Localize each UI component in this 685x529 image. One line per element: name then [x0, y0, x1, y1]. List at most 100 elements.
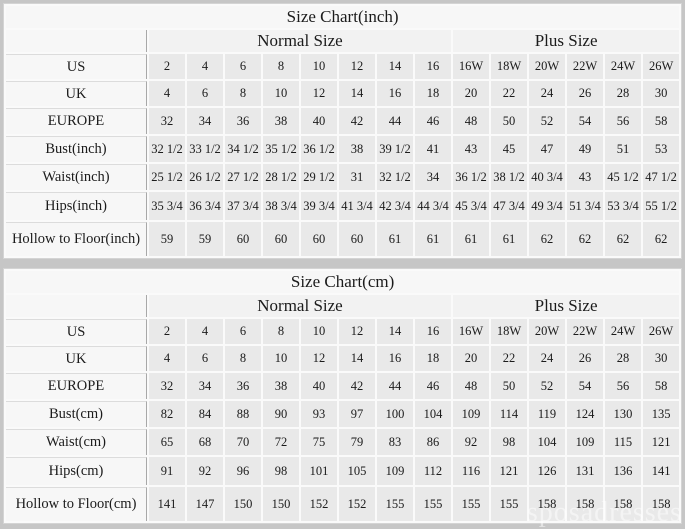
size-value-cell: 152 [301, 487, 337, 521]
size-value-cell: 12 [339, 319, 375, 344]
size-value-cell: 45 [491, 136, 527, 162]
size-value-cell: 150 [263, 487, 299, 521]
size-value-cell: 109 [453, 401, 489, 427]
size-value-cell: 30 [643, 81, 680, 106]
size-value-cell: 18 [415, 346, 451, 371]
size-value-cell: 136 [605, 457, 641, 485]
size-value-cell: 98 [263, 457, 299, 485]
size-value-cell: 42 [339, 373, 375, 399]
size-value-cell: 141 [643, 457, 680, 485]
size-value-cell: 22 [491, 346, 527, 371]
column-group-row: Normal Size Plus Size [6, 295, 680, 317]
size-value-cell: 54 [567, 373, 603, 399]
size-value-cell: 30 [643, 346, 680, 371]
size-value-cell: 38 [263, 108, 299, 134]
table-row: EUROPE 32 34 36 38 40 42 44 46 48 50 52 54 56 58 [6, 108, 680, 134]
size-value-cell: 47 1/2 [643, 164, 680, 190]
size-value-cell: 96 [225, 457, 261, 485]
size-value-cell: 70 [225, 429, 261, 455]
size-value-cell: 10 [301, 54, 337, 79]
size-value-cell: 36 1/2 [453, 164, 489, 190]
size-value-cell: 126 [529, 457, 565, 485]
size-value-cell: 35 3/4 [149, 192, 185, 220]
size-chart-cm-body: US 2 4 6 8 10 12 14 16 16W 18W 20W 22W 24W 26W UK 4 6 8 10 1… [6, 319, 680, 521]
size-value-cell: 48 [453, 108, 489, 134]
size-value-cell: 26 [567, 346, 603, 371]
size-value-cell: 124 [567, 401, 603, 427]
size-value-cell: 33 1/2 [187, 136, 223, 162]
size-value-cell: 53 3/4 [605, 192, 641, 220]
size-value-cell: 28 [605, 81, 641, 106]
size-value-cell: 62 [643, 222, 680, 256]
size-value-cell: 92 [453, 429, 489, 455]
size-value-cell: 52 [529, 373, 565, 399]
size-value-cell: 36 1/2 [301, 136, 337, 162]
size-value-cell: 14 [377, 319, 413, 344]
plus-size-header: Plus Size [453, 295, 680, 317]
size-value-cell: 61 [453, 222, 489, 256]
size-value-cell: 26W [643, 319, 680, 344]
table-title-row: Size Chart(inch) [6, 6, 680, 28]
size-value-cell: 26 1/2 [187, 164, 223, 190]
size-value-cell: 53 [643, 136, 680, 162]
size-value-cell: 34 [415, 164, 451, 190]
size-value-cell: 44 [377, 108, 413, 134]
size-value-cell: 16W [453, 319, 489, 344]
table-row: Waist(cm) 65 68 70 72 75 79 83 86 92 98 104 109 115 12… [6, 429, 680, 455]
size-value-cell: 90 [263, 401, 299, 427]
size-value-cell: 16W [453, 54, 489, 79]
row-label: UK [6, 81, 147, 106]
size-value-cell: 62 [567, 222, 603, 256]
size-value-cell: 22W [567, 54, 603, 79]
size-value-cell: 2 [149, 319, 185, 344]
size-value-cell: 61 [377, 222, 413, 256]
table-row: Hollow to Floor(inch) 59 59 60 60 60 60 61 61 61 6… [6, 222, 680, 256]
size-value-cell: 16 [415, 319, 451, 344]
size-value-cell: 42 3/4 [377, 192, 413, 220]
size-value-cell: 20W [529, 319, 565, 344]
size-value-cell: 36 [225, 373, 261, 399]
size-value-cell: 58 [643, 108, 680, 134]
size-value-cell: 92 [187, 457, 223, 485]
size-value-cell: 98 [491, 429, 527, 455]
size-value-cell: 114 [491, 401, 527, 427]
row-label: Waist(cm) [6, 429, 147, 455]
size-value-cell: 42 [339, 108, 375, 134]
size-value-cell: 14 [339, 346, 375, 371]
table-row: Hips(inch) 35 3/4 36 3/4 37 3/4 38 3/4 39 3/4… [6, 192, 680, 220]
size-value-cell: 44 3/4 [415, 192, 451, 220]
size-value-cell: 20 [453, 81, 489, 106]
size-value-cell: 10 [301, 319, 337, 344]
size-value-cell: 43 [453, 136, 489, 162]
size-value-cell: 65 [149, 429, 185, 455]
table-row: Bust(cm) 82 84 88 90 93 97 100 104 109 114 119 124 13… [6, 401, 680, 427]
size-value-cell: 16 [377, 346, 413, 371]
size-value-cell: 59 [187, 222, 223, 256]
size-value-cell: 54 [567, 108, 603, 134]
table-row: UK 4 6 8 10 12 14 16 18 20 22 24 26 28 30 [6, 81, 680, 106]
row-label: Hips(inch) [6, 192, 147, 220]
size-value-cell: 20W [529, 54, 565, 79]
size-value-cell: 39 3/4 [301, 192, 337, 220]
size-value-cell: 4 [149, 346, 185, 371]
size-value-cell: 93 [301, 401, 337, 427]
size-value-cell: 75 [301, 429, 337, 455]
size-value-cell: 36 3/4 [187, 192, 223, 220]
size-value-cell: 104 [415, 401, 451, 427]
size-value-cell: 109 [377, 457, 413, 485]
size-value-cell: 91 [149, 457, 185, 485]
size-value-cell: 155 [377, 487, 413, 521]
size-value-cell: 29 1/2 [301, 164, 337, 190]
row-label: Hips(cm) [6, 457, 147, 485]
size-value-cell: 34 [187, 373, 223, 399]
size-value-cell: 119 [529, 401, 565, 427]
row-label: EUROPE [6, 373, 147, 399]
size-value-cell: 38 3/4 [263, 192, 299, 220]
normal-size-header: Normal Size [149, 295, 451, 317]
size-value-cell: 41 3/4 [339, 192, 375, 220]
size-value-cell: 6 [225, 54, 261, 79]
row-label: Bust(inch) [6, 136, 147, 162]
size-value-cell: 60 [263, 222, 299, 256]
size-value-cell: 31 [339, 164, 375, 190]
size-value-cell: 72 [263, 429, 299, 455]
